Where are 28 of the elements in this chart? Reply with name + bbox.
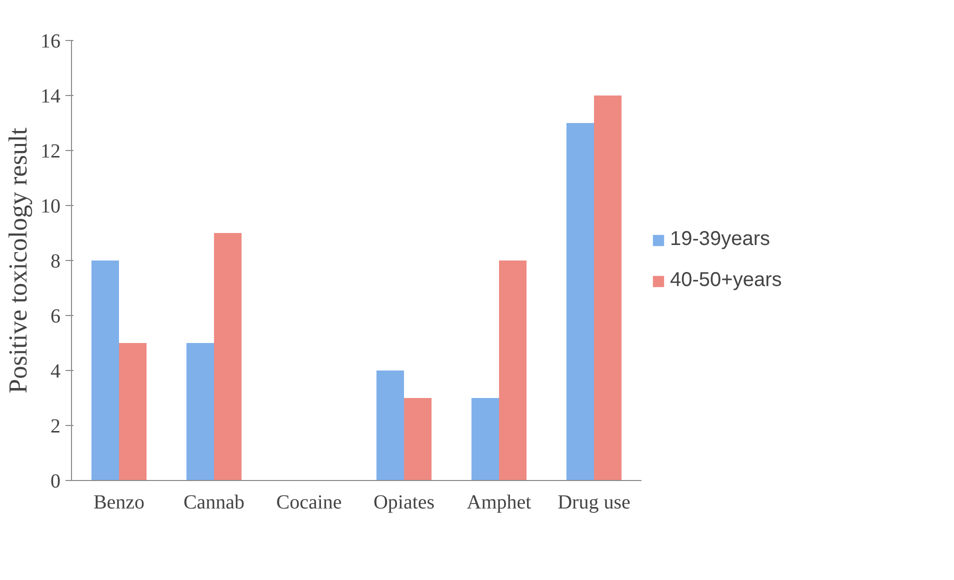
y-tick-label: 16: [40, 30, 60, 52]
bar: [214, 233, 242, 480]
y-tick-label: 0: [50, 470, 60, 492]
bar: [499, 260, 527, 480]
legend-label: 19-39years: [670, 228, 770, 251]
y-tick-label: 4: [50, 360, 60, 382]
x-tick-label: Benzo: [93, 492, 145, 514]
y-tick-label: 10: [40, 196, 60, 218]
x-tick-label: Opiates: [373, 492, 435, 514]
bar: [119, 343, 147, 480]
bar: [566, 123, 594, 480]
bar: [91, 260, 119, 480]
bar: [186, 343, 214, 480]
y-tick-label: 6: [50, 306, 60, 328]
y-tick-label: 12: [40, 140, 60, 162]
x-tick-label: Amphet: [466, 492, 532, 514]
bar: [404, 398, 432, 480]
legend-label: 40-50+years: [670, 269, 782, 292]
y-tick-label: 8: [50, 250, 60, 272]
x-tick-label: Drug use: [558, 492, 631, 514]
y-axis-title: Positive toxicology result: [4, 126, 32, 394]
x-tick-label: Cannab: [183, 492, 245, 514]
y-tick-label: 2: [50, 416, 60, 438]
bar: [376, 370, 404, 480]
bar: [594, 96, 622, 480]
bar: [471, 398, 499, 480]
x-tick-label: Cocaine: [276, 492, 342, 514]
y-tick-label: 14: [40, 86, 60, 108]
